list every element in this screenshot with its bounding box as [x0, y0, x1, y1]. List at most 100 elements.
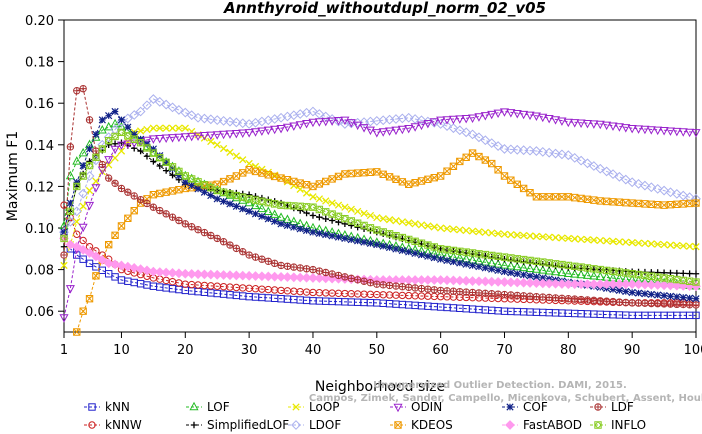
data-point: [360, 238, 368, 246]
data-point: [180, 133, 190, 142]
legend-item-knnw: kNNW: [84, 418, 142, 432]
data-point: [328, 270, 336, 278]
data-point: [309, 182, 317, 191]
data-point: [219, 238, 228, 246]
data-point: [91, 251, 101, 262]
data-point: [620, 174, 631, 185]
data-point: [454, 125, 465, 136]
data-point: [333, 117, 344, 126]
data-point: [398, 178, 407, 186]
x-tick-label: 60: [432, 343, 449, 358]
data-point: [620, 279, 631, 290]
data-point: [334, 172, 343, 181]
data-point: [442, 121, 452, 131]
data-point: [148, 135, 158, 144]
data-point: [194, 226, 202, 234]
data-point: [525, 263, 535, 272]
data-point: [660, 300, 668, 308]
data-point: [576, 269, 586, 279]
data-point: [239, 248, 247, 256]
data-point: [245, 251, 253, 259]
data-point: [519, 231, 528, 240]
data-point: [520, 271, 528, 279]
data-point: [569, 279, 580, 290]
legend-label: FastABOD: [523, 418, 582, 432]
data-point: [143, 153, 151, 160]
data-point: [111, 179, 119, 187]
data-point: [679, 293, 687, 302]
data-point: [628, 288, 636, 297]
x-tick-label: 30: [241, 343, 258, 358]
data-point: [283, 221, 292, 230]
data-point: [322, 197, 330, 205]
data-point: [564, 295, 573, 303]
series-ldf: [60, 85, 700, 309]
data-point: [341, 234, 349, 243]
series-kdeos: [73, 149, 700, 336]
data-point: [302, 265, 311, 273]
data-point: [79, 307, 87, 315]
data-point: [678, 190, 689, 201]
data-point: [563, 279, 574, 290]
data-point: [494, 166, 502, 174]
data-point: [314, 273, 325, 284]
data-point: [646, 182, 657, 193]
data-point: [167, 102, 178, 113]
data-point: [467, 129, 478, 140]
data-point: [237, 118, 248, 129]
data-point: [596, 197, 604, 205]
data-point: [486, 276, 497, 287]
data-point: [665, 127, 676, 136]
data-point: [422, 275, 433, 285]
data-point: [175, 216, 183, 225]
data-point: [666, 241, 675, 249]
data-point: [175, 186, 183, 194]
data-point: [116, 117, 127, 127]
legend-item-ldof: LDOF: [288, 418, 341, 432]
data-point: [156, 189, 164, 198]
data-point: [608, 122, 618, 131]
data-point: [162, 210, 170, 218]
data-point: [602, 237, 611, 245]
data-point: [392, 175, 400, 184]
data-point: [557, 149, 567, 160]
data-point: [430, 173, 438, 182]
data-point: [443, 224, 451, 233]
data-point: [475, 289, 483, 297]
data-point: [245, 159, 253, 168]
data-point: [168, 124, 177, 132]
data-point: [232, 244, 241, 253]
data-point: [583, 296, 592, 304]
data-point: [500, 230, 509, 238]
data-point: [640, 180, 650, 191]
data-point: [239, 169, 247, 177]
data-point: [551, 193, 560, 201]
y-tick-label: 0.10: [25, 222, 54, 237]
data-point: [481, 264, 489, 272]
data-point: [162, 188, 170, 196]
data-point: [218, 270, 229, 280]
data-point: [60, 201, 68, 209]
series-line: [63, 123, 697, 287]
data-point: [488, 265, 496, 273]
data-point: [251, 253, 260, 261]
data-point: [186, 110, 197, 121]
data-point: [417, 284, 426, 293]
data-point: [411, 284, 419, 292]
data-point: [200, 188, 209, 196]
data-point: [544, 147, 555, 158]
data-point: [685, 128, 695, 138]
data-point: [518, 145, 529, 156]
data-point: [398, 218, 407, 226]
data-point: [85, 116, 94, 124]
data-point: [257, 127, 267, 136]
data-point: [348, 222, 355, 229]
data-point: [544, 266, 554, 275]
data-point: [105, 112, 113, 120]
data-point: [92, 130, 100, 139]
data-point: [320, 273, 331, 284]
data-point: [525, 111, 535, 121]
data-point: [219, 197, 228, 206]
data-point: [258, 169, 266, 177]
data-point: [424, 222, 432, 230]
